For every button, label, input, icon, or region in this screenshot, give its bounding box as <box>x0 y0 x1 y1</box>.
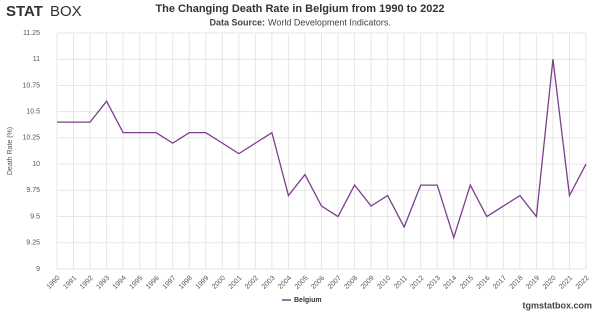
x-tick-label: 2021 <box>558 275 574 291</box>
x-tick-label: 2000 <box>211 275 227 291</box>
x-tick-label: 1998 <box>178 275 194 291</box>
logo-light: BOX <box>50 3 82 20</box>
x-tick-label: 2006 <box>310 275 326 291</box>
x-tick-label: 2013 <box>426 275 442 291</box>
x-tick-label: 2008 <box>343 275 359 291</box>
y-tick-label: 9.25 <box>26 240 40 247</box>
legend-label: Belgium <box>294 297 322 304</box>
x-tick-label: 2020 <box>542 275 558 291</box>
x-tick-label: 2012 <box>409 275 425 291</box>
source-label: Data Source: <box>209 17 265 27</box>
x-tick-label: 2014 <box>443 275 459 291</box>
x-tick-label: 2016 <box>476 275 492 291</box>
y-tick-label: 10.25 <box>22 135 40 142</box>
y-tick-label: 10.75 <box>22 82 40 89</box>
x-tick-label: 1995 <box>128 275 144 291</box>
y-tick-label: 9.75 <box>26 187 40 194</box>
x-tick-label: 2010 <box>376 275 392 291</box>
logo-bold: STAT <box>6 3 43 20</box>
x-tick-label: 2004 <box>277 275 293 291</box>
y-tick-label: 9 <box>36 266 40 273</box>
x-tick-label: 2019 <box>525 275 541 291</box>
x-tick-label: 2005 <box>294 275 310 291</box>
x-tick-label: 2002 <box>244 275 260 291</box>
x-tick-label: 2017 <box>492 275 508 291</box>
x-tick-label: 2009 <box>360 275 376 291</box>
x-tick-label: 2007 <box>327 275 343 291</box>
x-tick-label: 1993 <box>95 275 111 291</box>
line-series <box>57 59 587 240</box>
x-tick-label: 1991 <box>62 275 78 291</box>
chart-title: The Changing Death Rate in Belgium from … <box>155 3 444 15</box>
y-tick-label: 10 <box>32 161 40 168</box>
footer: tgmstatbox.com <box>522 300 592 310</box>
source: World Development Indicators. <box>268 17 391 27</box>
x-tick-label: 1994 <box>112 275 128 291</box>
y-tick-label: 11.25 <box>23 30 40 37</box>
x-tick-label: 2015 <box>459 275 475 291</box>
x-tick-label: 2011 <box>393 275 409 291</box>
x-tick-label: 1992 <box>79 275 95 291</box>
y-tick-label: 9.5 <box>30 213 40 220</box>
x-tick-label: 2003 <box>261 275 277 291</box>
x-tick-label: 1997 <box>161 275 177 291</box>
y-axis-label: Death Rate (%) <box>7 127 14 175</box>
y-tick-label: 11 <box>33 56 40 63</box>
x-tick-label: 1996 <box>145 275 161 291</box>
y-tick-label: 10.5 <box>26 109 40 116</box>
x-tick-label: 2018 <box>509 275 525 291</box>
x-tick-label: 2022 <box>575 275 591 291</box>
x-tick-label: 1990 <box>46 275 62 291</box>
x-tick-label: 2001 <box>228 275 244 291</box>
x-tick-label: 1999 <box>195 275 211 291</box>
